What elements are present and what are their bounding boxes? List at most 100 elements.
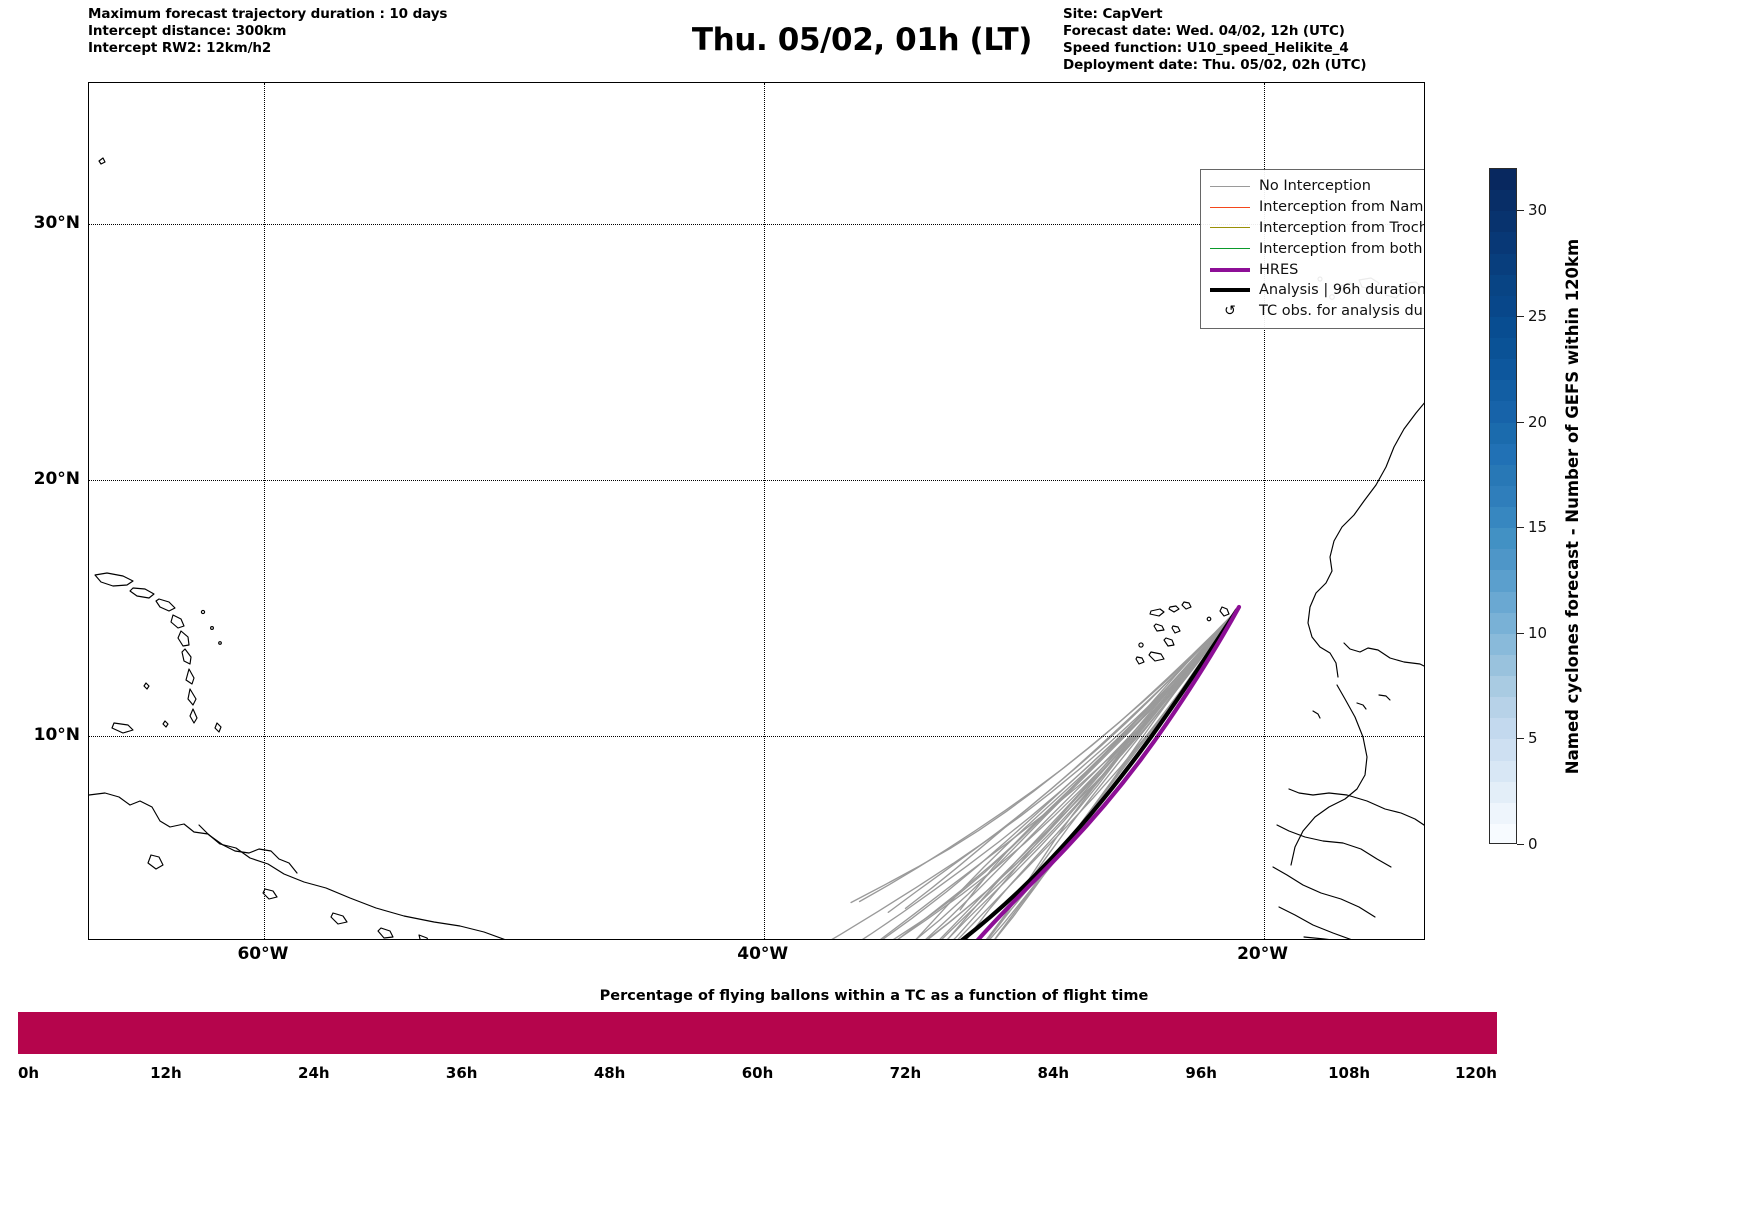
legend-item-label: Analysis | 96h duration [1259,282,1425,299]
coastlines [89,157,1424,939]
header-left-line-2: Intercept distance: 300km [88,23,287,39]
xtick-label: 20°W [1237,944,1289,964]
colorbar-segment [1490,760,1516,782]
legend-item-0[interactable]: No Interception [1207,176,1424,197]
time-tick-label: 0h [18,1064,40,1082]
gridline-lat-30°N [89,223,1424,225]
ensemble-member-track [947,608,1239,939]
colorbar-segment [1490,316,1516,338]
colorbar-segment [1490,274,1516,296]
colorbar-segment [1490,718,1516,740]
colorbar-segment [1490,169,1516,191]
header-forecast-date: Forecast date: Wed. 04/02, 12h (UTC) [1063,23,1345,39]
colorbar-segment [1490,739,1516,761]
ensemble-member-track [850,608,1239,904]
ensemble-member-track [939,608,1239,939]
time-tick-label: 36h [445,1064,478,1082]
analysis-track [960,607,1240,939]
colorbar-title-text: Named cyclones forecast - Number of GEFS… [1563,238,1583,774]
header-speed-function: Speed function: U10_speed_Helikite_4 [1063,40,1349,56]
legend-item-label: TC obs. for analysis duration [1259,303,1424,320]
ensemble-member-track [926,608,1239,939]
legend-line-swatch [1207,206,1253,208]
legend-item-1[interactable]: Interception from Named cyclone [1207,197,1424,218]
colorbar-segment [1490,380,1516,402]
map-legend[interactable]: No Interception Interception from Named c… [1200,169,1425,329]
percentage-bar-fill [18,1012,1497,1054]
page-title: Thu. 05/02, 01h (LT) [0,22,1748,58]
colorbar-segment [1490,654,1516,676]
time-tick-label: 48h [593,1064,626,1082]
header-right-info: Site: CapVert Forecast date: Wed. 04/02,… [1063,6,1367,74]
legend-line-icon [1210,206,1250,208]
gridline-lat-10°N [89,736,1424,738]
ytick-label: 30°N [33,212,80,233]
time-tick-label: 72h [889,1064,922,1082]
gridline-lon-40°W [763,83,765,939]
legend-line-swatch [1207,227,1253,229]
colorbar-segment [1490,612,1516,634]
colorbar-segment [1490,570,1516,592]
time-tick-label: 120h [1455,1064,1497,1082]
legend-line-icon [1210,288,1250,293]
page-title-text: Thu. 05/02, 01h (LT) [691,22,1033,58]
colorbar-segment [1490,464,1516,486]
header-left-line-3: Intercept RW2: 12km/h2 [88,40,272,56]
colorbar-segment [1490,359,1516,381]
header-deployment-date: Deployment date: Thu. 05/02, 02h (UTC) [1063,57,1367,73]
gridline-lon-20°W [1263,83,1265,939]
ensemble-member-track [941,608,1239,939]
colorbar-segment [1490,232,1516,254]
colorbar-tick-label: 0 [1528,835,1538,853]
colorbar-segment [1490,781,1516,803]
colorbar-segment [1490,823,1516,843]
legend-item-label: Interception from Trochoid [1259,219,1424,236]
header-left-info: Maximum forecast trajectory duration : 1… [88,6,447,57]
xtick-label: 60°W [237,944,289,964]
legend-item-3[interactable]: Interception from both [1207,238,1424,259]
colorbar-tick-label: 15 [1528,518,1548,537]
legend-item-4[interactable]: HRES [1207,259,1424,280]
colorbar-segment [1490,528,1516,550]
legend-item-6[interactable]: ↺ TC obs. for analysis duration [1207,301,1424,322]
ensemble-member-track [862,608,1239,939]
colorbar-segment [1490,190,1516,212]
colorbar-tick [1517,527,1524,529]
map-geometry [89,157,1424,939]
colorbar-gradient [1489,168,1517,844]
colorbar-tick-label: 25 [1528,306,1548,325]
ensemble-member-track [957,608,1239,939]
legend-line-icon [1210,227,1250,229]
time-tick-label: 60h [741,1064,774,1082]
colorbar-segment [1490,507,1516,529]
colorbar-segment [1490,549,1516,571]
legend-line-icon [1210,185,1250,187]
legend-line-swatch [1207,185,1253,187]
legend-item-label: Interception from Named cyclone [1259,199,1424,216]
colorbar-title: Named cyclones forecast - Number of GEFS… [1560,168,1586,844]
colorbar-segment [1490,676,1516,698]
colorbar-tick-label: 10 [1528,623,1548,642]
legend-item-5[interactable]: Analysis | 96h duration [1207,280,1425,301]
ensemble-member-track [897,608,1239,939]
legend-line-icon [1210,267,1250,272]
bottom-caption-text: Percentage of flying ballons within a TC… [599,988,1149,1004]
colorbar-segment [1490,802,1516,824]
legend-item-2[interactable]: Interception from Trochoid [1207,218,1424,239]
legend-item-label: HRES [1259,261,1299,278]
colorbar-segment [1490,633,1516,655]
ensemble-member-track [882,608,1239,939]
colorbar-tick-label: 5 [1528,729,1538,748]
colorbar-tick [1517,315,1524,317]
colorbar-tick [1517,210,1524,212]
colorbar-tick-label: 20 [1528,412,1548,431]
map-panel[interactable]: No Interception Interception from Named c… [88,82,1425,940]
colorbar[interactable]: 0 5 10 15 20 25 30 [1489,168,1547,853]
colorbar-tick [1517,421,1524,423]
time-tick-label: 108h [1328,1064,1371,1082]
ytick-label: 10°N [33,725,80,746]
time-tick-label: 96h [1185,1064,1217,1082]
hres-track [975,604,1242,939]
colorbar-segment [1490,485,1516,507]
ensemble-member-track [925,608,1239,939]
